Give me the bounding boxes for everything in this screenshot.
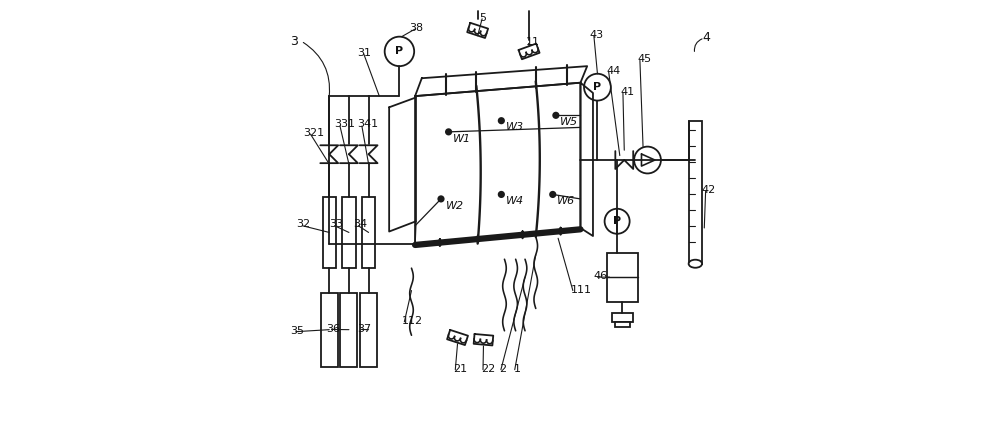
Text: 331: 331 <box>335 119 356 129</box>
Bar <box>342 197 356 268</box>
Text: 112: 112 <box>402 316 423 326</box>
Bar <box>360 293 377 367</box>
Text: P: P <box>395 46 403 56</box>
Text: 37: 37 <box>357 324 371 333</box>
Text: W5: W5 <box>560 117 578 127</box>
Text: 5: 5 <box>479 13 486 23</box>
Text: 31: 31 <box>357 48 371 58</box>
Text: 2: 2 <box>499 364 506 374</box>
Bar <box>362 197 375 268</box>
Text: 341: 341 <box>357 119 378 129</box>
Text: 111: 111 <box>571 285 592 295</box>
Text: 42: 42 <box>702 185 716 195</box>
Text: 36: 36 <box>327 324 341 333</box>
Text: 45: 45 <box>638 54 652 64</box>
Text: 34: 34 <box>353 219 368 229</box>
Circle shape <box>550 192 555 197</box>
Text: 35: 35 <box>290 326 304 336</box>
Text: 38: 38 <box>409 23 423 33</box>
Text: W3: W3 <box>506 122 524 132</box>
Text: 22: 22 <box>481 364 495 374</box>
Text: W2: W2 <box>445 201 464 211</box>
Bar <box>615 322 630 327</box>
Text: 46: 46 <box>594 271 608 281</box>
Bar <box>607 253 638 302</box>
Text: 11: 11 <box>526 38 540 47</box>
Text: 44: 44 <box>606 66 621 76</box>
Bar <box>340 293 357 367</box>
Text: P: P <box>613 216 621 226</box>
Bar <box>612 313 633 322</box>
Circle shape <box>438 196 444 202</box>
Circle shape <box>499 192 504 197</box>
Text: W1: W1 <box>453 134 471 143</box>
Text: 33: 33 <box>329 219 343 229</box>
Circle shape <box>584 74 611 101</box>
Text: 41: 41 <box>621 87 635 97</box>
Bar <box>689 121 702 264</box>
Text: 4: 4 <box>702 31 710 45</box>
Text: 321: 321 <box>303 128 324 138</box>
Circle shape <box>385 37 414 66</box>
Ellipse shape <box>689 260 702 268</box>
Circle shape <box>499 118 504 123</box>
Text: 43: 43 <box>589 30 604 40</box>
Text: W6: W6 <box>557 196 575 206</box>
Text: 3: 3 <box>290 34 298 48</box>
Text: 32: 32 <box>297 219 311 229</box>
Bar <box>323 197 336 268</box>
Text: W4: W4 <box>506 196 524 206</box>
Text: 1: 1 <box>513 364 520 374</box>
Circle shape <box>446 129 451 135</box>
Circle shape <box>553 113 559 118</box>
Text: 21: 21 <box>453 364 467 374</box>
Circle shape <box>634 147 661 173</box>
Bar <box>321 293 338 367</box>
Circle shape <box>605 209 630 234</box>
Text: P: P <box>593 82 602 92</box>
